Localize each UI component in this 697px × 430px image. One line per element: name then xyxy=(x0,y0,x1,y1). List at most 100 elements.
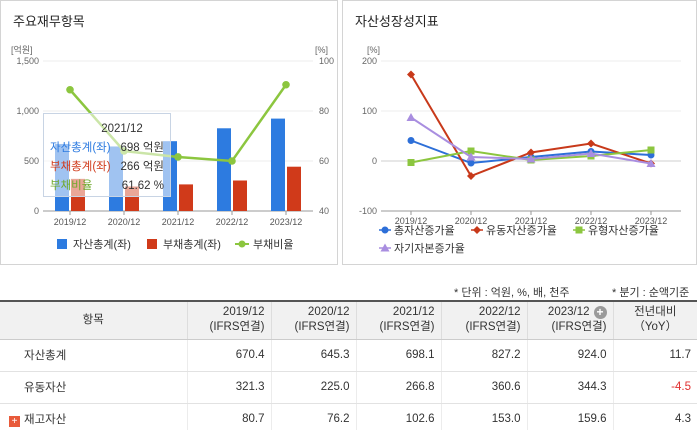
header-period: 2023/12 + (IFRS연결) xyxy=(526,300,613,340)
x-tick-label: 2021/12 xyxy=(162,217,195,227)
header-basis: (IFRS연결) xyxy=(294,321,350,334)
expand-plus-icon[interactable]: + xyxy=(9,416,20,427)
header-basis: (IFRS연결) xyxy=(551,321,607,334)
equity-growth-point xyxy=(406,113,416,121)
x-tick-label: 2021/12 xyxy=(515,216,548,226)
total-assets-growth-point xyxy=(407,137,415,144)
current-assets-growth-point xyxy=(527,148,535,157)
x-tick-label: 2020/12 xyxy=(108,217,141,227)
asset-growth-panel: 자산성장성지표 [%] -100 0 100 200 2019/12 2020/12 2021… xyxy=(342,0,697,265)
x-tick-label: 2022/12 xyxy=(575,216,608,226)
right-axis-label: [%] xyxy=(315,45,328,55)
table-cell: 102.6 xyxy=(355,403,441,430)
financial-items-panel: 주요재무항목 [억원] [%] 0 500 1,000 1,500 40 60 80 100 201… xyxy=(0,0,338,265)
table-cell: 80.7 xyxy=(186,403,271,430)
legend-label: 총자산증가율 xyxy=(394,224,455,237)
asset-growth-chart: [%] -100 0 100 200 2019/12 2020/12 2021/12 2022/… xyxy=(359,45,681,255)
right-tick-label: 100 xyxy=(319,56,334,66)
row-label-expandable[interactable]: + 재고자산 xyxy=(0,403,187,430)
left-tick-label: 1,500 xyxy=(16,56,39,66)
right-tick-label: 40 xyxy=(319,206,329,216)
header-basis: (IFRS연결) xyxy=(379,321,435,334)
table-cell: 645.3 xyxy=(270,339,356,372)
table-cell: 670.4 xyxy=(186,339,271,372)
bar-liabilities xyxy=(179,184,193,211)
x-tick-label: 2022/12 xyxy=(216,217,249,227)
tooltip-row: 자산총계(좌) 698 억원 xyxy=(50,139,164,158)
tooltip-period: 2021/12 xyxy=(101,123,143,135)
bar-liabilities xyxy=(287,166,301,211)
tooltip-value: 698 억원 xyxy=(120,142,164,154)
header-period: 2020/12 (IFRS연결) xyxy=(270,300,356,340)
yoy-cell: 11.7 xyxy=(612,339,697,372)
bar-assets xyxy=(271,118,285,211)
period-note: * 분기 : 순액기준 xyxy=(612,287,690,299)
header-basis: (IFRS연결) xyxy=(465,321,521,334)
table-header-row: 항목 2019/12 (IFRS연결) 2020/12 (IFRS연결) 2021/… xyxy=(0,300,697,340)
header-item: 항목 xyxy=(0,300,187,340)
legend-label: 부채비율 xyxy=(253,238,293,251)
y-axis-label: [%] xyxy=(367,45,380,55)
tooltip-label: 부채비율 xyxy=(50,180,93,192)
table-row: 자산총계 670.4 645.3 698.1 827.2 924.0 11.7 xyxy=(0,339,697,372)
equity-growth-point xyxy=(646,159,656,167)
equity-growth-point xyxy=(466,152,476,161)
y-tick-label: 100 xyxy=(362,106,377,116)
table-cell: 924.0 xyxy=(526,339,613,372)
x-tick-label: 2019/12 xyxy=(395,216,428,226)
x-tick-label: 2023/12 xyxy=(635,216,668,226)
current-assets-growth-point xyxy=(587,139,595,148)
table-cell: 698.1 xyxy=(355,339,441,372)
row-label: 재고자산 xyxy=(24,414,67,426)
current-assets-growth-point xyxy=(467,172,475,180)
legend-label: 유동자산증가율 xyxy=(486,224,557,237)
left-tick-label: 0 xyxy=(34,206,39,216)
yoy-cell: -4.5 xyxy=(612,371,697,404)
tooltip-value: 266 억원 xyxy=(120,161,164,173)
tooltip-label: 부채총계(좌) xyxy=(50,161,111,173)
table-cell: 344.3 xyxy=(526,371,613,404)
expand-plus-icon[interactable]: + xyxy=(593,306,607,320)
header-year: 2020/12 xyxy=(307,306,350,319)
header-yoy-sub: （YoY） xyxy=(633,321,678,334)
current-assets-growth-point xyxy=(407,70,415,79)
bar-liabilities xyxy=(233,180,247,211)
legend-label: 자기자본증가율 xyxy=(394,242,465,255)
units-note: * 단위 : 억원, %, 배, 천주 xyxy=(454,287,570,299)
row-label: 유동자산 xyxy=(0,371,187,404)
header-year: 2019/12 xyxy=(222,306,265,319)
header-yoy-label: 전년대비 xyxy=(634,306,677,319)
table-cell: 321.3 xyxy=(186,371,271,404)
header-year: 2022/12 xyxy=(478,306,521,319)
panel-title: 주요재무항목 xyxy=(13,14,85,29)
right-tick-label: 60 xyxy=(319,156,329,166)
x-tick-label: 2023/12 xyxy=(270,217,303,227)
debt-ratio-point xyxy=(66,85,74,94)
table-cell: 266.8 xyxy=(355,371,441,404)
tooltip-row: 부채총계(좌) 266 억원 xyxy=(50,158,164,177)
left-axis-label: [억원] xyxy=(11,44,33,55)
left-tick-label: 500 xyxy=(24,156,39,166)
legend-swatch xyxy=(575,226,583,234)
financial-table: 항목 2019/12 (IFRS연결) 2020/12 (IFRS연결) 2021/… xyxy=(0,300,697,430)
header-basis: (IFRS연결) xyxy=(209,321,265,334)
table-cell: 159.6 xyxy=(526,403,613,430)
yoy-cell: 4.3 xyxy=(612,403,697,430)
equity-growth-point xyxy=(586,149,596,157)
tooltip-label: 자산총계(좌) xyxy=(50,142,111,154)
legend-label: 유형자산증가율 xyxy=(588,224,659,237)
tooltip-row: 부채비율 61.62 % xyxy=(50,177,164,196)
tangible-assets-growth-point xyxy=(407,159,415,166)
table-cell: 360.6 xyxy=(440,371,527,404)
y-tick-label: 0 xyxy=(372,156,377,166)
total-assets-growth-point xyxy=(467,159,475,167)
debt-ratio-point xyxy=(228,157,236,165)
header-year: 2021/12 xyxy=(392,306,435,319)
table-cell: 225.0 xyxy=(270,371,356,404)
legend-swatch xyxy=(147,239,157,249)
debt-ratio-point xyxy=(282,80,290,89)
x-tick-label: 2019/12 xyxy=(54,217,87,227)
table-row: + 재고자산 80.7 76.2 102.6 153.0 159.6 4.3 xyxy=(0,403,697,430)
table-cell: 76.2 xyxy=(270,403,356,430)
legend-swatch xyxy=(381,226,389,234)
